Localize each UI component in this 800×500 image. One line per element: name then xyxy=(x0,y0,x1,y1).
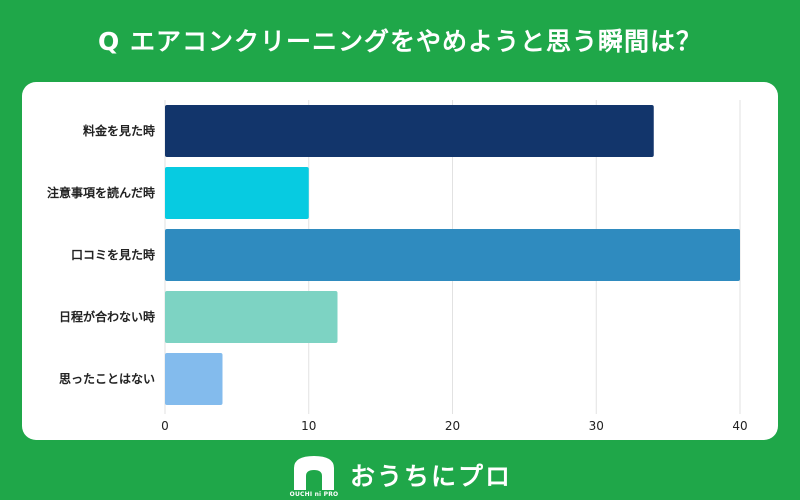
chart-card: 0 10 20 30 40 料金を見た時注意事項を読んだ時口コミを見た時日程が合わない時思… xyxy=(22,82,778,440)
category-label-3: 日程が合わない時 xyxy=(59,309,155,324)
bar-chart: 0 10 20 30 40 料金を見た時注意事項を読んだ時口コミを見た時日程が合わない時思… xyxy=(47,100,748,433)
x-tick-label-1: 10 xyxy=(301,419,316,433)
category-label-0: 料金を見た時 xyxy=(83,123,155,138)
category-label-1: 注意事項を読んだ時 xyxy=(47,185,155,200)
category-label-2: 口コミを見た時 xyxy=(71,247,155,262)
bar-0 xyxy=(165,105,654,157)
x-tick-label-4: 40 xyxy=(732,419,747,433)
x-tick-label-3: 30 xyxy=(589,419,604,433)
logo-text: おうちにプロ xyxy=(349,462,512,491)
bar-3 xyxy=(165,291,338,343)
chart-title: Q エアコンクリーニングをやめようと思う瞬間は？ xyxy=(98,27,702,56)
category-label-4: 思ったことはない xyxy=(59,372,155,386)
x-tick-label-2: 20 xyxy=(445,419,460,433)
bar-4 xyxy=(165,353,223,405)
house-logo-icon: OUCHI ni PRO xyxy=(288,452,340,498)
footer-logo: OUCHI ni PRO おうちにプロ xyxy=(0,450,800,500)
bar-2 xyxy=(165,229,740,281)
logo-subtext: OUCHI ni PRO xyxy=(289,491,339,498)
bar-1 xyxy=(165,167,309,219)
x-tick-label-0: 0 xyxy=(161,419,169,433)
